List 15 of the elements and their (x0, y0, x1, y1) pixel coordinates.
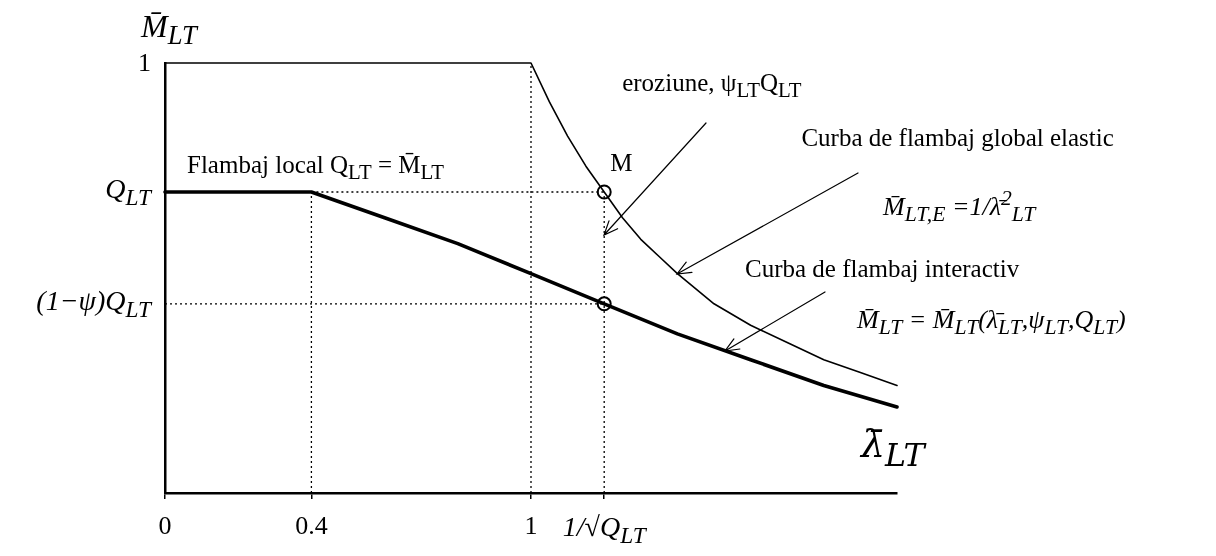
annotation: M (610, 148, 633, 176)
annotation: Curba de flambaj interactiv (744, 254, 1020, 282)
annotation: Q$_{LT}$ (105, 173, 151, 210)
x-tick-label: 0.4 (295, 511, 328, 540)
x-axis-title: λ̄$_{LT}$ (861, 422, 925, 473)
annotation: (1−ψ)Q$_{LT}$ (36, 284, 151, 322)
annotation: Flambaj local Q$_{LT}$ = M̄$_{LT}$ (187, 150, 444, 184)
x-tick-label: 0 (158, 511, 172, 540)
annotation: Curba de flambaj global elastic (801, 123, 1114, 151)
y-axis-title: M̄$_{LT}$ (141, 8, 197, 51)
annotation: eroziune, ψ$_{LT}$Q$_{LT}$ (622, 68, 802, 102)
x-tick-label: 1/√Q$_{LT}$ (562, 511, 646, 548)
text: M̄$_{LT}$ = M̄$_{LT}$(λ̄$_{LT}$,ψ$_{LT}$,Q$_{LT}$) (857, 305, 1126, 340)
annotation: 1 (138, 48, 151, 77)
x-tick-label: 1 (524, 511, 538, 540)
